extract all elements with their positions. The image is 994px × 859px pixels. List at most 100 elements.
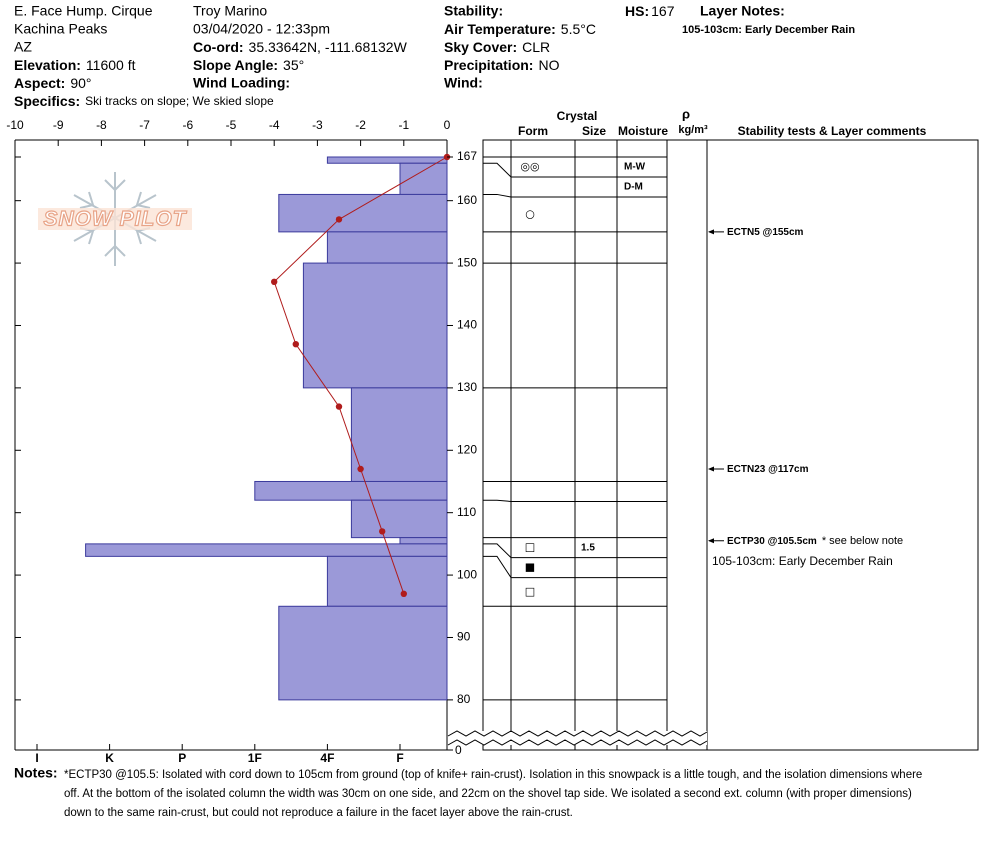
logo-text: SNOW PILOT xyxy=(44,208,188,231)
layer-connector xyxy=(483,499,512,502)
header-field: Slope Angle: 35° xyxy=(193,57,304,73)
hardness-bar xyxy=(85,543,448,557)
hardness-tick-label: F xyxy=(396,751,403,765)
temperature-point xyxy=(271,278,278,285)
height-tick-label: 120 xyxy=(457,442,477,456)
temp-tick-label: -2 xyxy=(355,118,366,132)
notes-line: *ECTP30 @105.5: Isolated with cord down … xyxy=(64,769,922,781)
header-size: Size xyxy=(582,124,606,138)
height-tick-label: 130 xyxy=(457,380,477,394)
temp-tick-label: -6 xyxy=(182,118,193,132)
layer-note: 105-103cm: Early December Rain xyxy=(682,24,855,36)
hardness-tick-label: 1F xyxy=(248,751,262,765)
temperature-line xyxy=(273,156,448,594)
hardness-bar xyxy=(278,605,448,701)
plot xyxy=(85,153,451,701)
temperature-point xyxy=(357,465,364,473)
field-label: Air Temperature: xyxy=(444,21,556,37)
header-field: Precipitation: NO xyxy=(444,57,560,73)
field-value: 35° xyxy=(283,57,304,73)
crystal-form: □ xyxy=(525,585,535,598)
test-arrowhead xyxy=(708,466,714,472)
header-rho: ρ xyxy=(682,106,690,121)
header-form: Form xyxy=(518,124,548,138)
test-label: ECTN23 @117cm xyxy=(727,464,809,475)
temperature-point xyxy=(335,403,343,410)
field-value: 35.33642N, -111.68132W xyxy=(249,39,408,55)
header-comments: Stability tests & Layer comments xyxy=(738,124,927,138)
hardness-bar xyxy=(278,193,448,233)
hardness-bar xyxy=(326,231,448,264)
temperature-point xyxy=(292,341,299,348)
hardness-bar xyxy=(254,480,448,501)
field-value: CLR xyxy=(522,39,550,55)
header-field: Stability: xyxy=(444,3,503,19)
header-field: Wind: xyxy=(444,75,483,91)
crystal-size: 1.5 xyxy=(581,542,595,553)
layer-connector xyxy=(483,193,512,198)
height-tick-label: 160 xyxy=(457,193,477,207)
ground-label: 0 xyxy=(455,743,462,757)
header-moisture: Moisture xyxy=(618,124,668,138)
height-tick-label: 110 xyxy=(457,505,476,519)
temperature-point xyxy=(400,590,407,597)
temp-tick-label: -8 xyxy=(96,118,107,132)
stability-test: ECTN5 @155cm xyxy=(727,227,804,238)
notes-label: Notes: xyxy=(14,765,58,781)
crystal-form: ○ xyxy=(525,207,535,220)
test-arrowhead xyxy=(708,229,714,235)
hardness-bar xyxy=(350,499,448,539)
header-field: Troy Marino xyxy=(193,3,267,19)
height-tick-label: 90 xyxy=(457,630,471,644)
temp-tick-label: -1 xyxy=(398,118,409,132)
field-label: Co-ord: xyxy=(193,39,244,55)
header-field: 03/04/2020 - 12:33pm xyxy=(193,21,330,37)
temp-tick-label: 0 xyxy=(444,118,451,132)
table-frame xyxy=(482,139,979,751)
header-field: Sky Cover: CLR xyxy=(444,39,550,55)
field-value: 167 xyxy=(651,3,675,19)
test-label: ECTP30 @105.5cm xyxy=(727,535,817,546)
notes-line: down to the same rain-crust, but could n… xyxy=(64,807,573,819)
layer-connector xyxy=(483,543,512,558)
crystal-form: □ xyxy=(525,541,535,554)
header-crystal: Crystal xyxy=(557,109,598,123)
header-field: E. Face Hump. Cirque xyxy=(14,3,153,19)
temp-tick-label: -4 xyxy=(269,118,280,132)
header-field: Wind Loading: xyxy=(193,75,290,91)
hardness-bar xyxy=(399,162,448,195)
field-label: Aspect: xyxy=(14,75,65,91)
logo-band xyxy=(38,208,192,230)
layer-connector xyxy=(483,162,512,178)
hardness-tick-label: K xyxy=(105,751,114,765)
hardness-bar xyxy=(326,156,448,164)
header-field: Air Temperature: 5.5°C xyxy=(444,21,596,37)
height-tick-label: 140 xyxy=(457,318,477,332)
layer-comment: 105-103cm: Early December Rain xyxy=(712,554,893,568)
depth-break xyxy=(447,730,708,746)
height-tick-label: 80 xyxy=(457,692,471,706)
field-label: Slope Angle: xyxy=(193,57,278,73)
header-field: Aspect: 90° xyxy=(14,75,92,91)
test-arrowhead xyxy=(708,538,714,544)
field-label: HS: xyxy=(625,3,649,19)
header-density: kg/m³ xyxy=(678,124,708,136)
field-value: NO xyxy=(538,57,559,73)
temp-tick-label: -9 xyxy=(53,118,64,132)
hardness-bar xyxy=(302,262,448,389)
field-value: 90° xyxy=(70,75,91,91)
temperature-point xyxy=(335,216,343,223)
header-field: HS: 167 xyxy=(625,3,675,19)
notes-line: off. At the bottom of the isolated colum… xyxy=(64,788,912,800)
temp-tick-label: -7 xyxy=(139,118,150,132)
stability-test: ECTP30 @105.5cm * see below note xyxy=(727,535,903,547)
moisture: D-M xyxy=(624,182,643,193)
moisture: M-W xyxy=(624,162,646,173)
layer-connector xyxy=(483,555,512,578)
hardness-bar xyxy=(326,555,448,607)
crystal-form: ■ xyxy=(525,561,535,574)
crystal-form: ◎◎ xyxy=(520,160,539,173)
stability-test: ECTN23 @117cm xyxy=(727,464,809,475)
